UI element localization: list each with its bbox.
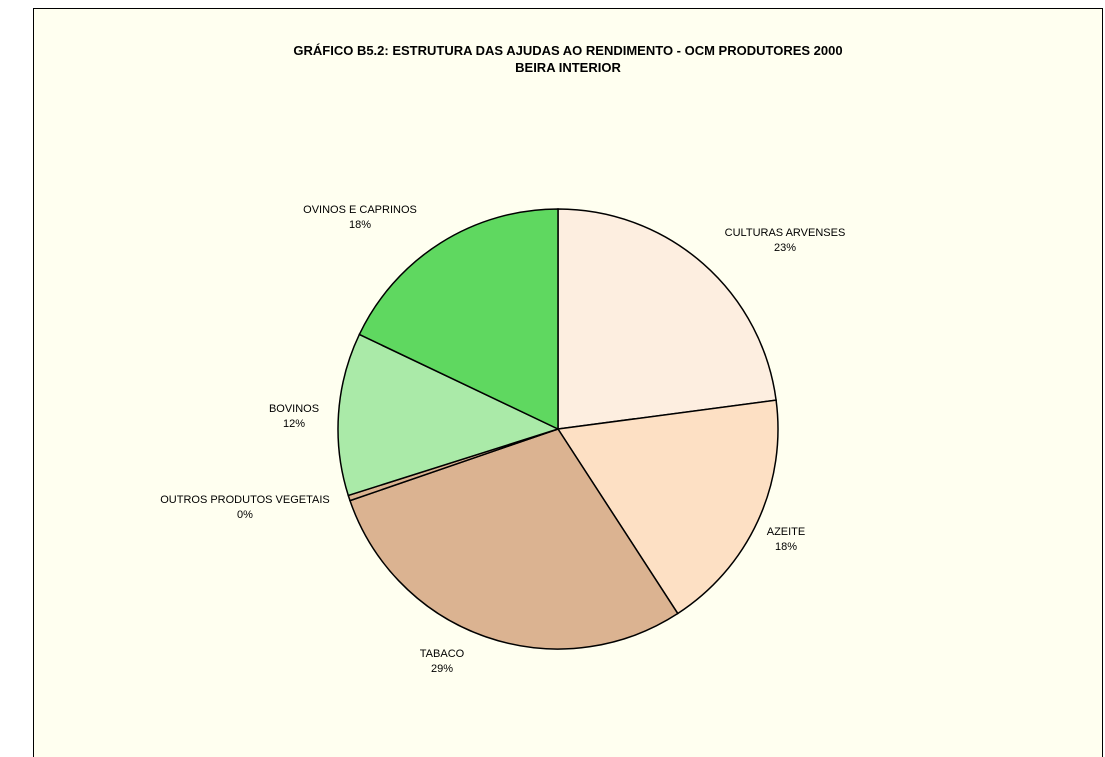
pie-labels: CULTURAS ARVENSES 23% AZEITE 18% TABACO 29% OU… xyxy=(160,204,845,675)
chart-subtitle: BEIRA INTERIOR xyxy=(515,60,621,75)
slice-label-3: OUTROS PRODUTOS VEGETAIS xyxy=(160,494,330,506)
pie-slice-1 xyxy=(556,399,779,615)
slice-label-2: TABACO xyxy=(420,648,465,660)
slice-label-5: OVINOS E CAPRINOS xyxy=(303,204,417,216)
pie-slice-2 xyxy=(349,428,679,650)
pie-slices xyxy=(337,208,779,650)
slice-value-2: 29% xyxy=(431,663,453,675)
slice-value-4: 12% xyxy=(283,418,305,430)
pie-slice-4 xyxy=(337,333,561,497)
slice-label-4: BOVINOS xyxy=(269,403,319,415)
slice-value-1: 18% xyxy=(775,541,797,553)
slice-label-0: CULTURAS ARVENSES xyxy=(725,227,846,239)
slice-value-3: 0% xyxy=(237,509,253,521)
pie-slice-5 xyxy=(358,208,559,431)
pie-slice-0 xyxy=(557,208,777,430)
slice-value-5: 18% xyxy=(349,219,371,231)
slice-label-1: AZEITE xyxy=(767,526,806,538)
slice-value-0: 23% xyxy=(774,242,796,254)
chart-title-block: GRÁFICO B5.2: ESTRUTURA DAS AJUDAS AO RE… xyxy=(34,42,1102,76)
chart-title: GRÁFICO B5.2: ESTRUTURA DAS AJUDAS AO RE… xyxy=(293,43,843,58)
